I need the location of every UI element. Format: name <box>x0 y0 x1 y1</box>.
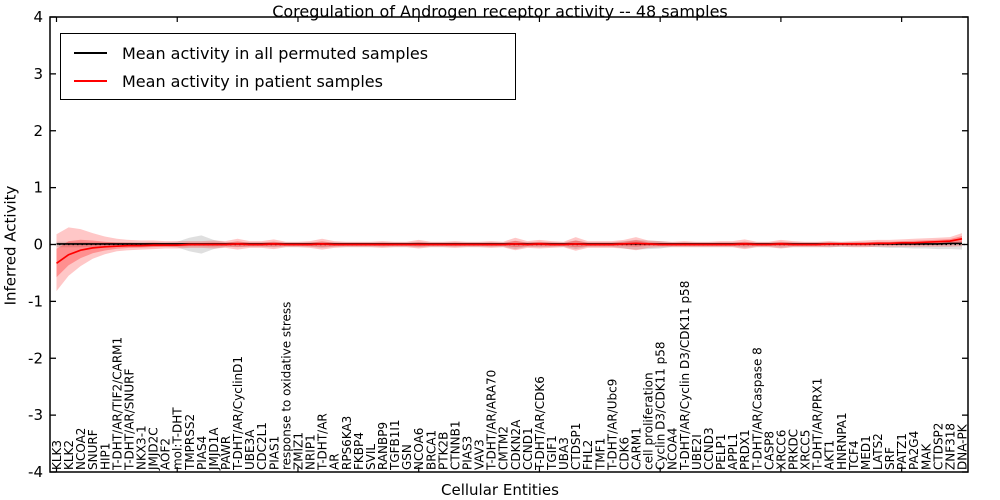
x-tick-label: TGFB1I1 <box>388 419 402 471</box>
legend-item-permuted: Mean activity in all permuted samples <box>61 39 515 67</box>
legend-label-permuted: Mean activity in all permuted samples <box>122 43 429 63</box>
y-tick-label: -2 <box>28 349 43 367</box>
y-tick-label: 2 <box>33 122 43 140</box>
x-tick-label: T-DHT/AR/Ubc9 <box>605 379 619 471</box>
x-tick-label: APPL1 <box>726 433 740 470</box>
legend-item-patient: Mean activity in patient samples <box>61 67 515 95</box>
x-tick-label: NCOA2 <box>74 428 88 470</box>
x-tick-label: UBA3 <box>557 437 571 470</box>
x-tick-label: NKX3-1 <box>135 425 149 470</box>
x-tick-label: FHL2 <box>581 440 595 470</box>
y-tick-label: 0 <box>33 236 43 254</box>
x-tick-label: NCOA4 <box>666 428 680 470</box>
x-tick-label: response to oxidative stress <box>279 302 293 470</box>
x-tick-label: KLK3 <box>50 440 64 470</box>
permuted-line-swatch <box>74 52 107 54</box>
x-tick-label: CDKN2A <box>509 419 523 470</box>
y-tick-label: -1 <box>28 292 43 310</box>
x-tick-label: T-DHT/AR/PRX1 <box>811 378 825 471</box>
y-tick-label: 3 <box>33 65 43 83</box>
x-tick-label: KLK2 <box>62 440 76 470</box>
legend-label-patient: Mean activity in patient samples <box>122 71 383 91</box>
x-tick-label: PA2G4 <box>907 431 921 470</box>
x-tick-label: mol:T-DHT <box>171 407 185 470</box>
y-tick-label: 1 <box>33 179 43 197</box>
x-tick-label: PIAS1 <box>267 436 281 470</box>
x-tick-label: T-DHT/AR/SNURF <box>122 369 136 472</box>
x-tick-label: cell proliferation <box>642 372 656 470</box>
patient-confidence-band-outer <box>56 227 962 292</box>
x-tick-label: T-DHT/AR/ARA70 <box>485 370 499 471</box>
x-tick-label: AR <box>328 453 342 470</box>
x-tick-label: BRCA1 <box>424 430 438 470</box>
x-tick-label: CTNNB1 <box>448 420 462 470</box>
x-tick-label: RANBP9 <box>376 422 390 470</box>
x-tick-label: CASP8 <box>762 431 776 470</box>
x-tick-label: SVIL <box>364 444 378 470</box>
x-tick-label: LATS2 <box>871 433 885 470</box>
x-tick-label: PAWR <box>219 436 233 470</box>
x-tick-label: AOF2 <box>159 438 173 470</box>
x-tick-label: T-DHT/AR/CyclinD1 <box>231 356 245 471</box>
x-tick-label: PRDX1 <box>738 429 752 470</box>
x-tick-label: ZMIZ1 <box>291 432 305 470</box>
y-tick-label: 4 <box>33 8 43 26</box>
x-tick-label: PIAS3 <box>460 436 474 470</box>
x-tick-label: HNRNPA1 <box>835 412 849 470</box>
x-tick-label: UBE3A <box>243 429 257 470</box>
x-tick-label: T-DHT/AR <box>316 413 330 471</box>
x-tick-label: GSN <box>400 444 414 470</box>
x-tick-label: CMTM2 <box>497 426 511 470</box>
legend: Mean activity in all permuted samples Me… <box>60 33 516 100</box>
x-tick-label: PIAS4 <box>195 436 209 470</box>
x-tick-label: CTDSP1 <box>569 423 583 470</box>
x-tick-label: NRIP1 <box>304 434 318 470</box>
x-tick-label: PATZ1 <box>895 433 909 470</box>
y-tick-label: -3 <box>28 406 43 424</box>
x-tick-label: TCF4 <box>847 440 861 471</box>
x-tick-label: HIP1 <box>98 443 112 470</box>
x-tick-label: XRCC6 <box>774 430 788 470</box>
x-tick-label: PTK2B <box>436 432 450 470</box>
x-tick-label: T-DHT/AR/CDK6 <box>533 376 547 471</box>
x-tick-label: MAK <box>919 442 933 470</box>
x-tick-label: TMPRSS2 <box>183 414 197 471</box>
x-tick-label: T-DHT/AR/TIF2/CARM1 <box>110 337 124 471</box>
x-tick-label: SNURF <box>86 429 100 470</box>
x-tick-label: CCND3 <box>702 427 716 470</box>
x-tick-label: AKT1 <box>823 440 837 470</box>
x-tick-label: CDC2L1 <box>255 422 269 470</box>
patient-line-swatch <box>74 80 107 82</box>
x-tick-label: SRF <box>883 447 897 470</box>
x-tick-label: T-DHT/AR/Cyclin D3/CDK11 p58 <box>678 281 692 471</box>
x-tick-label: ZNF318 <box>943 423 957 470</box>
x-tick-label: T-DHT/AR/Caspase 8 <box>750 347 764 471</box>
x-tick-label: TGIF1 <box>545 435 559 471</box>
x-tick-label: FKBP4 <box>352 432 366 470</box>
x-tick-label: PRKDC <box>786 429 800 470</box>
y-tick-label: -4 <box>28 463 43 481</box>
x-tick-label: CTDSP2 <box>931 423 945 470</box>
x-tick-label: NCOA6 <box>412 428 426 470</box>
x-tick-label: CDK6 <box>617 437 631 470</box>
x-tick-label: Cyclin D3/CDK11 p58 <box>654 341 668 470</box>
x-tick-label: CCND1 <box>521 427 535 470</box>
patient-mean-line <box>56 237 963 264</box>
x-tick-label: JMJD2C <box>147 427 161 471</box>
x-tick-label: TMF1 <box>593 438 607 471</box>
x-tick-label: CARM1 <box>630 427 644 470</box>
x-tick-label: JMJD1A <box>207 427 221 471</box>
x-tick-label: VAV3 <box>473 439 487 470</box>
x-tick-label: RPS6KA3 <box>340 416 354 470</box>
x-axis-label: Cellular Entities <box>441 481 559 499</box>
x-tick-label: XRCC5 <box>799 430 813 470</box>
x-tick-label: DNA-PK <box>956 423 970 470</box>
x-tick-label: PELP1 <box>714 434 728 470</box>
x-tick-label: MED1 <box>859 435 873 470</box>
x-tick-label: UBE2I <box>690 434 704 470</box>
